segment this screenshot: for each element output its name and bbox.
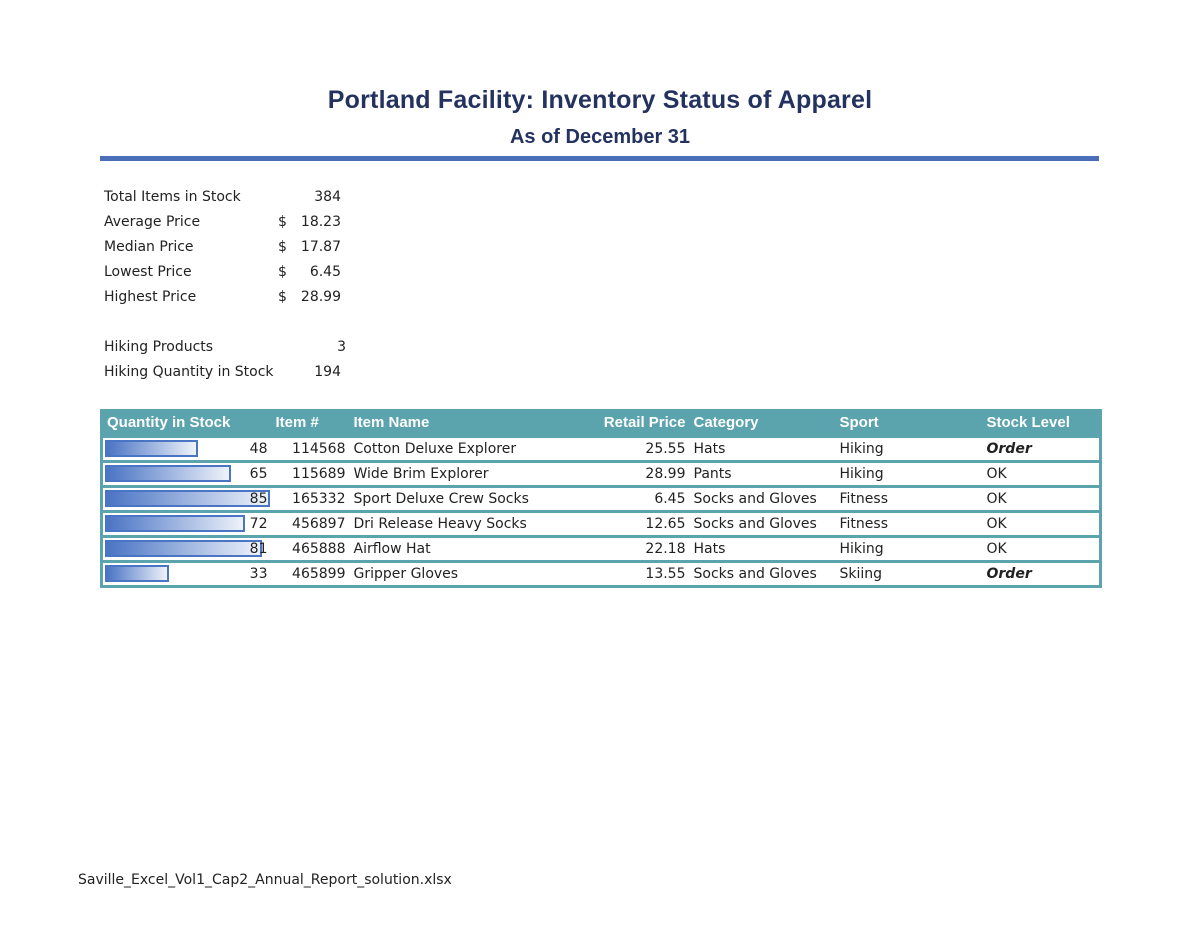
item-name-cell[interactable]: Gripper Gloves	[349, 560, 572, 588]
stock-level-cell[interactable]: OK	[982, 485, 1102, 512]
quantity-data-bar	[105, 490, 270, 507]
stat-label: Total Items in Stock	[104, 189, 241, 205]
col-category-header[interactable]: Category	[689, 409, 836, 437]
retail-price-cell[interactable]: 12.65	[571, 510, 690, 537]
stat-median-price: Median Price $ 17.87	[104, 235, 364, 260]
stat-label: Average Price	[104, 214, 201, 230]
item-number-cell[interactable]: 115689	[271, 460, 350, 487]
stat-lowest-price: Lowest Price $ 6.45	[104, 260, 364, 285]
quantity-data-bar	[105, 565, 169, 582]
table-header-row: Quantity in Stock Item # Item Name Retai…	[100, 409, 1102, 437]
stat-label: Hiking Products	[104, 339, 214, 355]
stat-value: 28.99	[300, 289, 341, 305]
retail-price-cell[interactable]: 6.45	[571, 485, 690, 512]
item-name-cell[interactable]: Cotton Deluxe Explorer	[349, 435, 572, 462]
category-cell[interactable]: Hats	[689, 535, 836, 562]
item-number-cell[interactable]: 165332	[271, 485, 350, 512]
category-cell[interactable]: Socks and Gloves	[689, 510, 836, 537]
item-name-cell[interactable]: Airflow Hat	[349, 535, 572, 562]
stock-level-cell[interactable]: Order	[982, 435, 1102, 462]
table-row: 48 114568 Cotton Deluxe Explorer 25.55 H…	[100, 435, 1102, 462]
currency-symbol: $	[278, 264, 287, 280]
col-retail-price-header[interactable]: Retail Price	[571, 409, 690, 437]
quantity-data-bar	[105, 440, 198, 457]
stat-average-price: Average Price $ 18.23	[104, 210, 364, 235]
currency-symbol: $	[278, 239, 287, 255]
stat-value: 6.45	[309, 264, 341, 280]
col-item-name-header[interactable]: Item Name	[349, 409, 572, 437]
sport-cell[interactable]: Fitness	[835, 510, 983, 537]
item-name-cell[interactable]: Sport Deluxe Crew Socks	[349, 485, 572, 512]
quantity-value: 33	[249, 566, 268, 582]
table-row: 72 456897 Dri Release Heavy Socks 12.65 …	[100, 510, 1102, 537]
report-subtitle: As of December 31	[509, 126, 691, 148]
item-name-cell[interactable]: Wide Brim Explorer	[349, 460, 572, 487]
retail-price-cell[interactable]: 25.55	[571, 435, 690, 462]
quantity-value: 65	[249, 466, 268, 482]
item-number-cell[interactable]: 465888	[271, 535, 350, 562]
stat-value: 384	[314, 189, 341, 205]
table-row: 65 115689 Wide Brim Explorer 28.99 Pants…	[100, 460, 1102, 487]
category-cell[interactable]: Hats	[689, 435, 836, 462]
stat-label: Highest Price	[104, 289, 197, 305]
inventory-table: Quantity in Stock Item # Item Name Retai…	[100, 409, 1102, 588]
col-sport-header[interactable]: Sport	[835, 409, 983, 437]
stat-hiking-quantity: Hiking Quantity in Stock 194	[104, 360, 364, 385]
quantity-cell[interactable]: 81	[100, 535, 272, 562]
category-cell[interactable]: Pants	[689, 460, 836, 487]
sport-cell[interactable]: Hiking	[835, 435, 983, 462]
stat-total-items: Total Items in Stock 384	[104, 185, 364, 210]
quantity-cell[interactable]: 65	[100, 460, 272, 487]
category-cell[interactable]: Socks and Gloves	[689, 560, 836, 588]
currency-symbol: $	[278, 214, 287, 230]
item-number-cell[interactable]: 456897	[271, 510, 350, 537]
col-stock-level-header[interactable]: Stock Level	[982, 409, 1102, 437]
stat-highest-price: Highest Price $ 28.99	[104, 285, 364, 310]
item-number-cell[interactable]: 465899	[271, 560, 350, 588]
quantity-value: 72	[249, 516, 268, 532]
stock-level-cell[interactable]: OK	[982, 460, 1102, 487]
stat-label: Median Price	[104, 239, 194, 255]
quantity-data-bar	[105, 540, 262, 557]
footer-filename: Saville_Excel_Vol1_Cap2_Annual_Report_so…	[78, 872, 452, 888]
stat-value: 17.87	[300, 239, 341, 255]
col-item-number-header[interactable]: Item #	[271, 409, 350, 437]
quantity-cell[interactable]: 33	[100, 560, 272, 588]
quantity-value: 81	[249, 541, 268, 557]
currency-symbol: $	[278, 289, 287, 305]
stock-level-cell[interactable]: OK	[982, 510, 1102, 537]
retail-price-cell[interactable]: 22.18	[571, 535, 690, 562]
quantity-value: 48	[249, 441, 268, 457]
sport-cell[interactable]: Skiing	[835, 560, 983, 588]
stat-value: 3	[337, 339, 346, 355]
item-number-cell[interactable]: 114568	[271, 435, 350, 462]
quantity-data-bar	[105, 465, 231, 482]
report-title: Portland Facility: Inventory Status of A…	[327, 86, 873, 114]
stat-value: 194	[314, 364, 341, 380]
table-row: 33 465899 Gripper Gloves 13.55 Socks and…	[100, 560, 1102, 588]
sport-cell[interactable]: Fitness	[835, 485, 983, 512]
title-rule	[100, 156, 1099, 161]
stock-level-cell[interactable]: Order	[982, 560, 1102, 588]
retail-price-cell[interactable]: 13.55	[571, 560, 690, 588]
quantity-cell[interactable]: 85	[100, 485, 272, 512]
stock-level-cell[interactable]: OK	[982, 535, 1102, 562]
retail-price-cell[interactable]: 28.99	[571, 460, 690, 487]
item-name-cell[interactable]: Dri Release Heavy Socks	[349, 510, 572, 537]
sport-cell[interactable]: Hiking	[835, 460, 983, 487]
table-row: 85 165332 Sport Deluxe Crew Socks 6.45 S…	[100, 485, 1102, 512]
stat-label: Lowest Price	[104, 264, 192, 280]
col-quantity-header[interactable]: Quantity in Stock	[100, 409, 272, 437]
sport-cell[interactable]: Hiking	[835, 535, 983, 562]
table-row: 81 465888 Airflow Hat 22.18 Hats Hiking …	[100, 535, 1102, 562]
stat-hiking-products: Hiking Products 3	[104, 335, 364, 360]
stat-label: Hiking Quantity in Stock	[104, 364, 274, 380]
quantity-cell[interactable]: 72	[100, 510, 272, 537]
category-cell[interactable]: Socks and Gloves	[689, 485, 836, 512]
stat-value: 18.23	[300, 214, 341, 230]
quantity-value: 85	[249, 491, 268, 507]
quantity-cell[interactable]: 48	[100, 435, 272, 462]
quantity-data-bar	[105, 515, 245, 532]
summary-stats: Total Items in Stock 384 Average Price $…	[104, 185, 364, 385]
